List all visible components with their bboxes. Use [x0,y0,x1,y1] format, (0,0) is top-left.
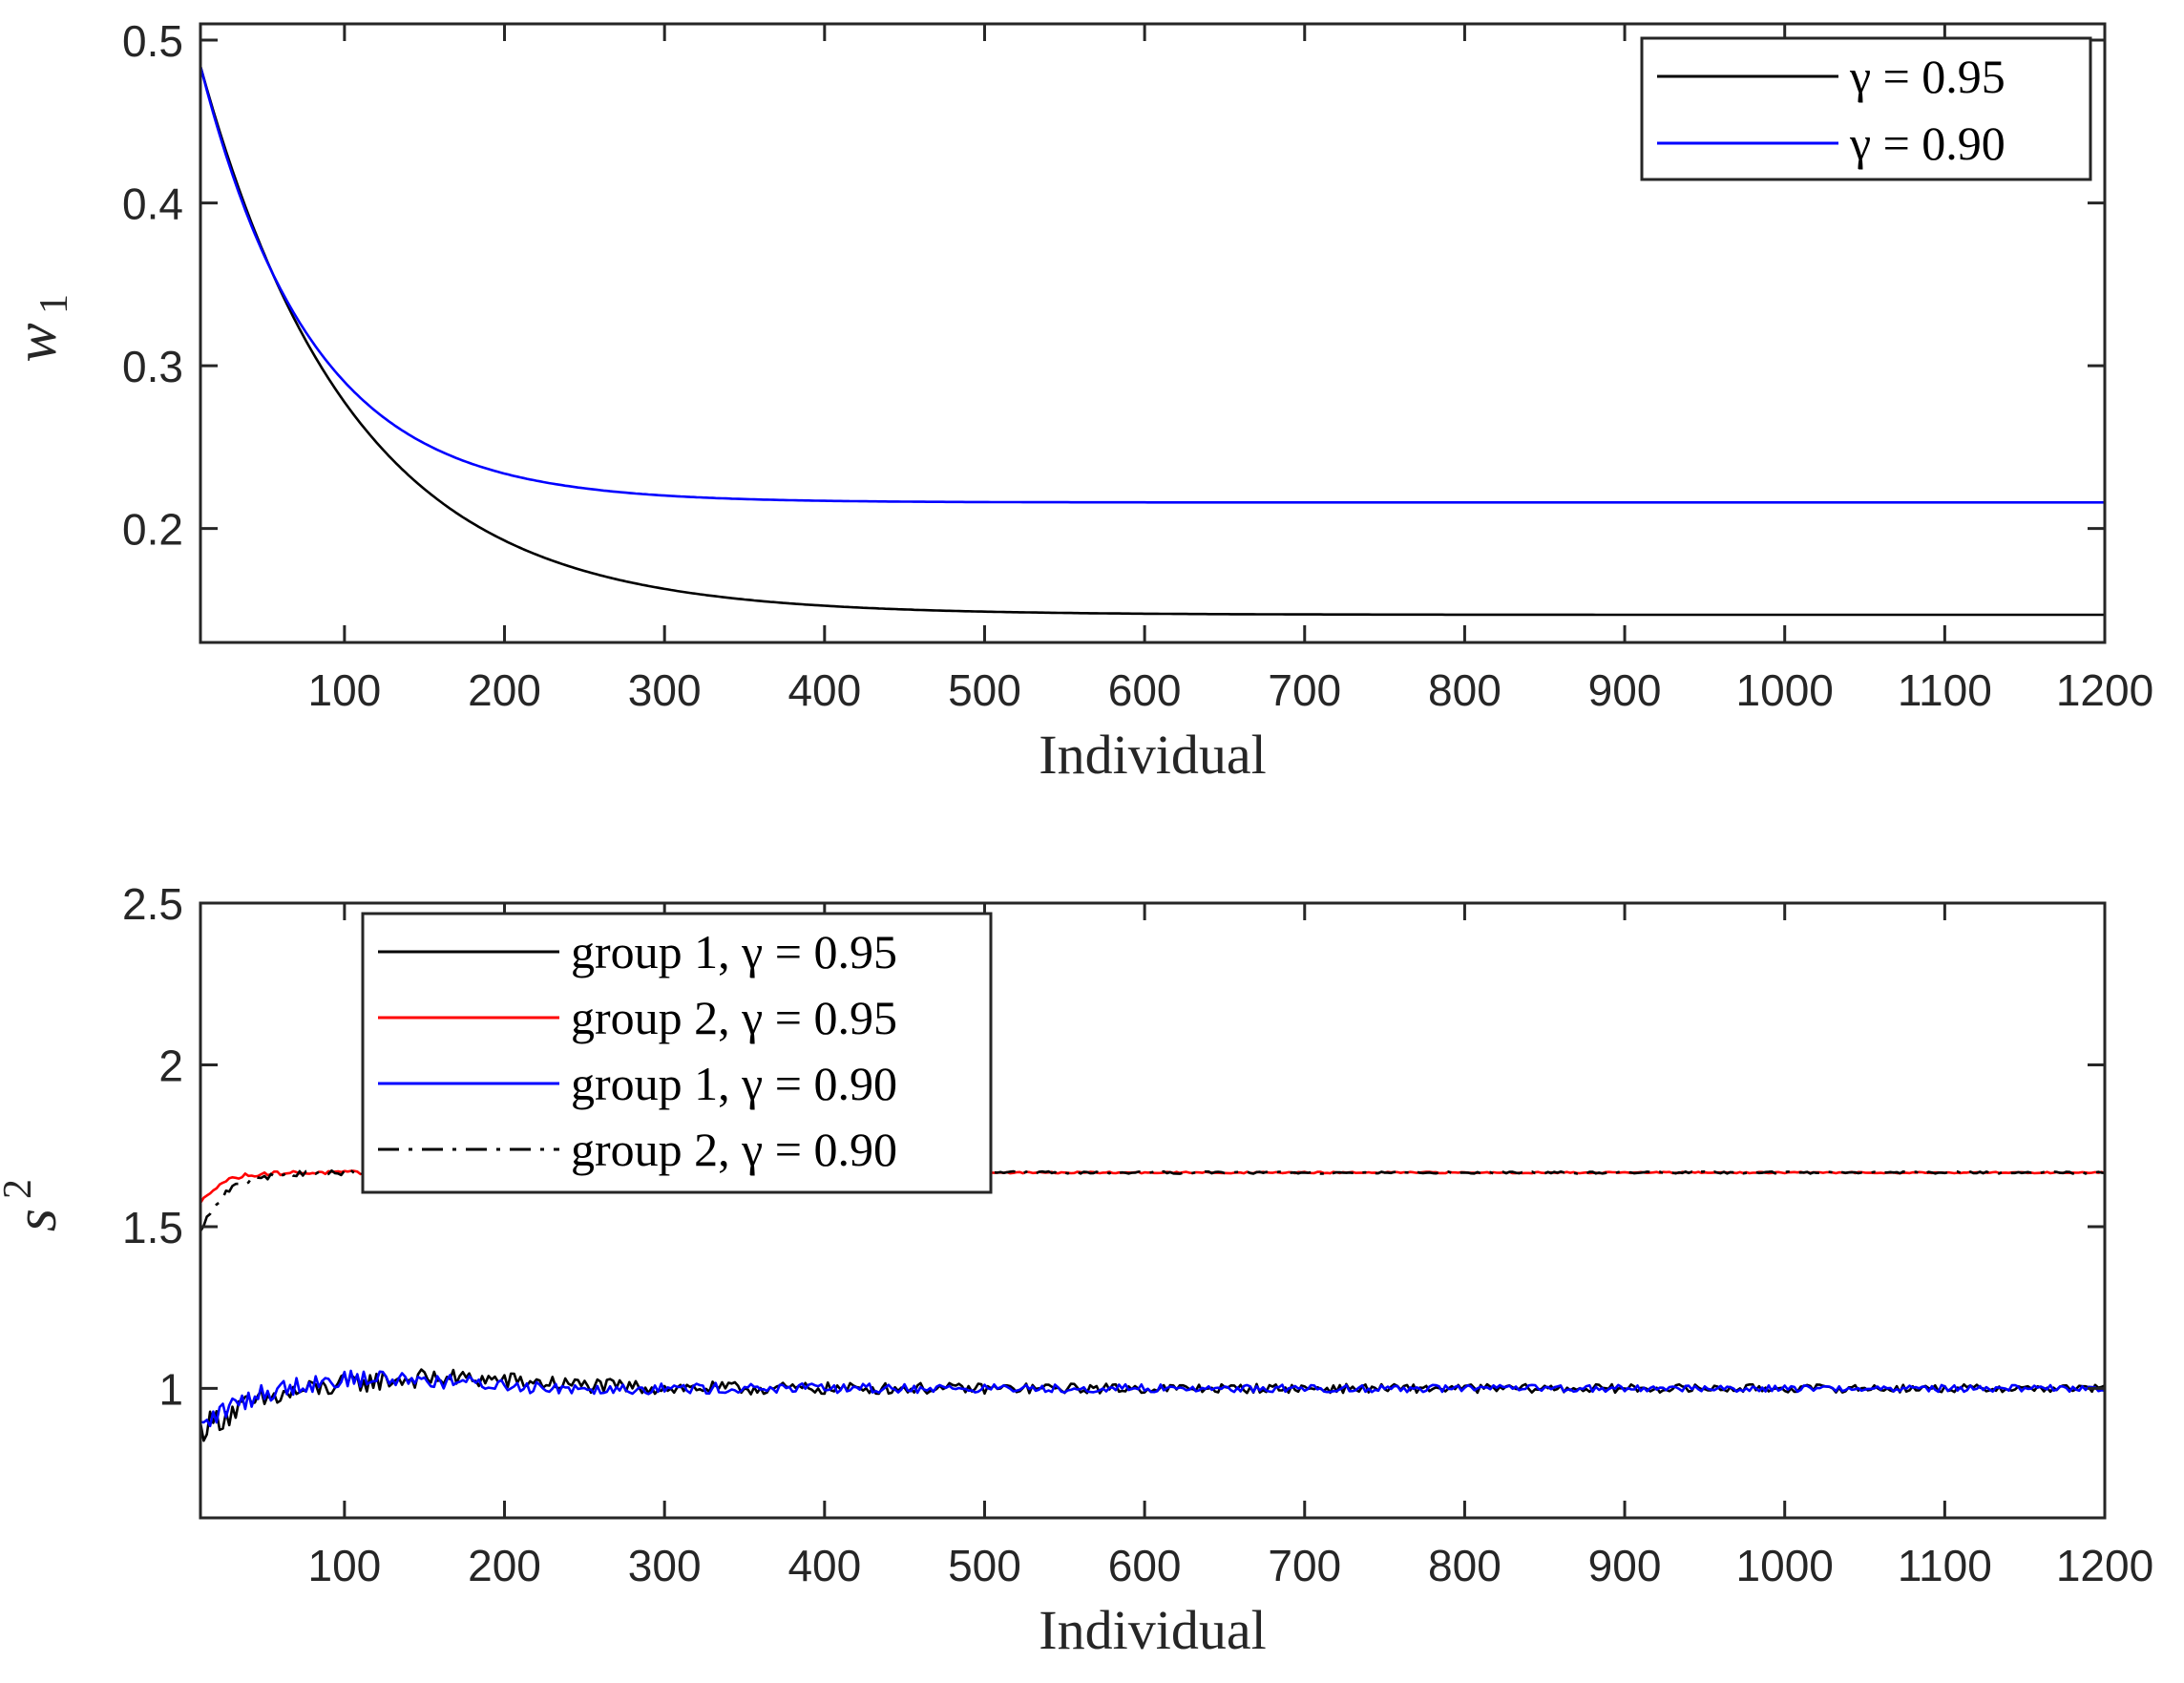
legend-label-2: γ = 0.90 [1849,116,2006,170]
y-axis-title-superscript: 2 [0,1179,40,1199]
y-tick-label: 0.4 [122,179,183,229]
x-tick-label: 200 [468,1541,541,1590]
y-axis-title-main: s [4,1209,69,1231]
y-tick-label: 2 [158,1041,183,1090]
x-tick-label: 1200 [2056,1541,2153,1590]
series-line-1 [200,1368,2105,1442]
series-line-2 [200,65,2105,504]
x-tick-label: 100 [308,1541,382,1590]
axes-box [199,22,2107,644]
series-lines [200,65,2105,617]
y-axis-title-main: w [4,323,69,362]
x-tick-label: 1100 [1898,1541,1992,1590]
legend-label-2: group 2, γ = 0.95 [571,991,897,1044]
legend-box [1640,36,2092,181]
x-tick-label: 600 [1108,665,1182,715]
series-lines [200,1168,2105,1442]
legend: group 1, γ = 0.95 group 2, γ = 0.95 group … [361,912,993,1194]
y-axis-title: w1 [4,294,76,363]
y-tick-label: 0.2 [122,505,183,555]
x-tick-label: 500 [948,1541,1021,1590]
y-tick-label: 0.5 [122,16,183,66]
legend-label-3: group 1, γ = 0.90 [571,1057,897,1110]
y-tick-label: 1.5 [122,1203,183,1252]
x-tick-label: 1000 [1736,665,1834,715]
legend-box [361,912,993,1194]
x-tick-label: 300 [628,665,702,715]
y-axis-title-subscript: 1 [32,294,76,314]
x-tick-label: 500 [948,665,1021,715]
x-tick-label: 700 [1268,665,1341,715]
x-tick-label: 1100 [1898,665,1992,715]
x-tick-label: 800 [1428,1541,1502,1590]
y-tick-label: 2.5 [122,879,183,929]
s2-plot-panel: 100 200 300 400 500 600 700 800 900 1000 1100 1200 1… [0,879,2153,1661]
x-tick-label: 1200 [2056,665,2153,715]
legend: γ = 0.95 γ = 0.90 [1640,36,2092,181]
y-tick-label: 0.3 [122,342,183,391]
x-tick-label: 100 [308,665,382,715]
y-tick-label: 1 [158,1364,183,1414]
x-tick-label: 200 [468,665,541,715]
x-tick-label: 700 [1268,1541,1341,1590]
x-tick-label: 600 [1108,1541,1182,1590]
w1-plot-panel: 100 200 300 400 500 600 700 800 900 1000 1100 1200 0… [4,16,2153,786]
legend-label-1: γ = 0.95 [1849,50,2006,103]
series-line-1 [200,65,2105,617]
x-tick-label: 300 [628,1541,702,1590]
x-axis-title: Individual [1039,724,1266,786]
legend-label-1: group 1, γ = 0.95 [571,925,897,978]
legend-label-4: group 2, γ = 0.90 [571,1123,897,1176]
x-tick-label: 400 [788,1541,861,1590]
x-tick-label: 900 [1588,1541,1662,1590]
x-tick-label: 400 [788,665,861,715]
axes-box [199,901,2107,1520]
x-tick-label: 1000 [1736,1541,1834,1590]
y-axis-title: s2 [0,1179,69,1231]
x-tick-label: 800 [1428,665,1502,715]
x-tick-label: 900 [1588,665,1662,715]
series-line-3 [200,1369,2105,1428]
x-axis-title: Individual [1039,1599,1266,1661]
